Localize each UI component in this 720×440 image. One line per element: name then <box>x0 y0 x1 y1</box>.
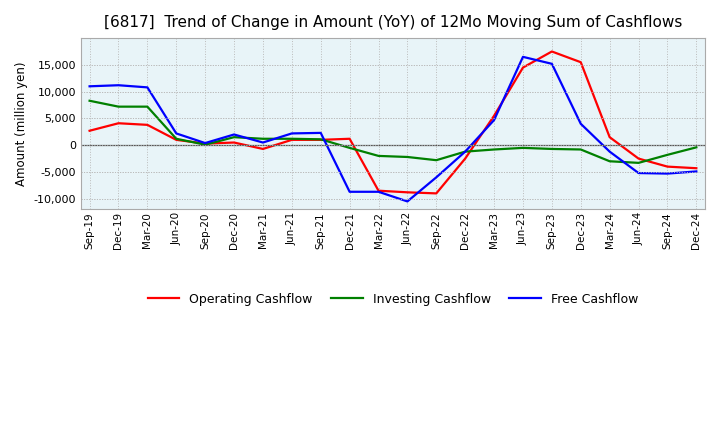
Free Cashflow <box>663 171 672 176</box>
Free Cashflow <box>490 117 498 123</box>
Operating Cashflow <box>518 65 527 70</box>
Operating Cashflow <box>663 164 672 169</box>
Line: Free Cashflow: Free Cashflow <box>89 57 696 202</box>
Investing Cashflow <box>432 158 441 163</box>
Free Cashflow <box>606 149 614 154</box>
Free Cashflow <box>692 169 701 174</box>
Investing Cashflow <box>606 159 614 164</box>
Free Cashflow <box>287 131 296 136</box>
Free Cashflow <box>577 121 585 126</box>
Free Cashflow <box>374 189 383 194</box>
Free Cashflow <box>403 199 412 204</box>
Investing Cashflow <box>114 104 123 109</box>
Operating Cashflow <box>634 156 643 161</box>
Line: Operating Cashflow: Operating Cashflow <box>89 51 696 194</box>
Free Cashflow <box>432 175 441 180</box>
Operating Cashflow <box>258 147 267 152</box>
Investing Cashflow <box>172 136 181 141</box>
Investing Cashflow <box>143 104 152 109</box>
Free Cashflow <box>85 84 94 89</box>
Operating Cashflow <box>85 128 94 133</box>
Investing Cashflow <box>346 145 354 150</box>
Operating Cashflow <box>432 191 441 196</box>
Operating Cashflow <box>143 122 152 128</box>
Free Cashflow <box>114 83 123 88</box>
Investing Cashflow <box>692 145 701 150</box>
Investing Cashflow <box>316 137 325 142</box>
Free Cashflow <box>634 170 643 176</box>
Investing Cashflow <box>634 160 643 165</box>
Investing Cashflow <box>547 147 556 152</box>
Investing Cashflow <box>287 136 296 141</box>
Investing Cashflow <box>201 142 210 147</box>
Investing Cashflow <box>577 147 585 152</box>
Operating Cashflow <box>547 49 556 54</box>
Operating Cashflow <box>230 140 238 145</box>
Line: Investing Cashflow: Investing Cashflow <box>89 101 696 163</box>
Free Cashflow <box>461 149 469 154</box>
Investing Cashflow <box>490 147 498 152</box>
Operating Cashflow <box>201 141 210 146</box>
Title: [6817]  Trend of Change in Amount (YoY) of 12Mo Moving Sum of Cashflows: [6817] Trend of Change in Amount (YoY) o… <box>104 15 682 30</box>
Operating Cashflow <box>490 113 498 118</box>
Investing Cashflow <box>374 153 383 158</box>
Operating Cashflow <box>172 137 181 143</box>
Operating Cashflow <box>692 165 701 171</box>
Operating Cashflow <box>374 188 383 193</box>
Free Cashflow <box>201 140 210 146</box>
Investing Cashflow <box>85 98 94 103</box>
Investing Cashflow <box>461 149 469 154</box>
Free Cashflow <box>518 54 527 59</box>
Free Cashflow <box>143 85 152 90</box>
Operating Cashflow <box>577 59 585 65</box>
Free Cashflow <box>230 132 238 137</box>
Operating Cashflow <box>287 137 296 143</box>
Free Cashflow <box>172 131 181 136</box>
Operating Cashflow <box>114 121 123 126</box>
Investing Cashflow <box>663 152 672 158</box>
Operating Cashflow <box>403 190 412 195</box>
Investing Cashflow <box>258 136 267 141</box>
Free Cashflow <box>346 189 354 194</box>
Operating Cashflow <box>461 156 469 161</box>
Free Cashflow <box>316 130 325 136</box>
Y-axis label: Amount (million yen): Amount (million yen) <box>15 62 28 186</box>
Investing Cashflow <box>403 154 412 160</box>
Free Cashflow <box>547 61 556 66</box>
Investing Cashflow <box>518 145 527 150</box>
Legend: Operating Cashflow, Investing Cashflow, Free Cashflow: Operating Cashflow, Investing Cashflow, … <box>143 288 643 311</box>
Free Cashflow <box>258 140 267 145</box>
Operating Cashflow <box>606 135 614 140</box>
Investing Cashflow <box>230 135 238 140</box>
Operating Cashflow <box>316 137 325 143</box>
Operating Cashflow <box>346 136 354 141</box>
